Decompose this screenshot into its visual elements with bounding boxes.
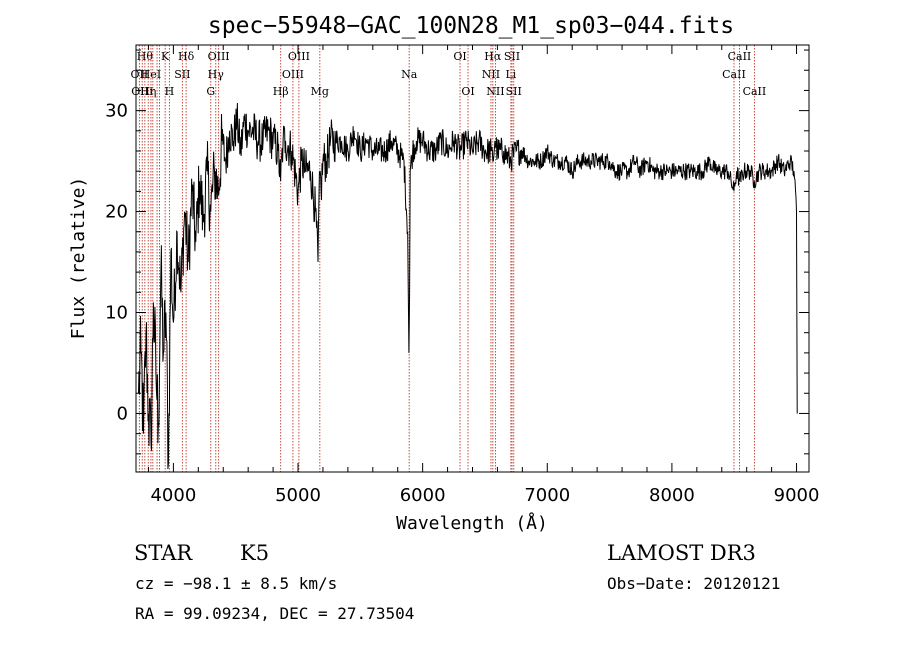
spectral-line-label: OIII: [288, 50, 310, 63]
spectral-line-label: OIII: [282, 68, 304, 81]
y-axis-label: Flux (relative): [68, 177, 89, 340]
axis-ticks: 4000 5000 6000 7000 8000 9000 0 10 20 30: [105, 45, 819, 506]
spectral-line-label: OIII: [208, 50, 230, 63]
y-tick-label: 0: [117, 403, 128, 424]
spectral-line-label: Hβ: [273, 85, 289, 98]
object-subclass: K5: [240, 541, 269, 565]
x-tick-label: 8000: [649, 485, 695, 506]
spectral-line-label: Li: [505, 68, 516, 81]
spectral-line-label: SII: [174, 68, 190, 81]
x-tick-label: 9000: [774, 485, 820, 506]
x-tick-label: 6000: [400, 485, 446, 506]
spectral-line-label: SII: [504, 50, 520, 63]
redshift-cz: cz = −98.1 ± 8.5 km/s: [135, 574, 337, 593]
y-tick-label: 10: [105, 303, 128, 324]
spectral-line-label: Hθ: [137, 50, 154, 63]
spectral-line-label: Hα: [484, 50, 502, 63]
spectral-line-label: NII: [486, 85, 504, 98]
spectral-line-label: OII: [131, 68, 149, 81]
spectral-line-label: HeI: [141, 68, 161, 81]
survey-name: LAMOST DR3: [607, 541, 756, 565]
spectrum-series-line: [138, 102, 798, 470]
spectral-line-label: G: [206, 85, 215, 98]
spectral-line-label: OI: [453, 50, 466, 63]
spectral-line-label: Hδ: [178, 50, 195, 63]
object-class: STAR: [134, 541, 193, 565]
y-tick-label: 30: [105, 101, 128, 122]
spectral-line-label: H: [165, 85, 175, 98]
spectral-line-label: Mg: [311, 85, 329, 98]
chart-title: spec−55948−GAC_100N28_M1_sp03−044.fits: [208, 13, 734, 39]
spectral-line-label: OIII: [131, 85, 153, 98]
spectral-line-label: Na: [401, 68, 418, 81]
y-tick-label: 20: [105, 202, 128, 223]
spectral-line-label: OI: [461, 85, 474, 98]
x-tick-label: 7000: [524, 485, 570, 506]
spectral-line-label: SII: [506, 85, 522, 98]
spectral-line-label: Hη: [140, 85, 156, 98]
x-tick-label: 5000: [275, 485, 321, 506]
spectral-line-label: Hγ: [208, 68, 225, 81]
spectral-line-label: NII: [482, 68, 500, 81]
x-tick-label: 4000: [150, 485, 196, 506]
spectral-line-label: CaII: [728, 50, 752, 63]
x-axis-label: Wavelength (Å): [396, 512, 548, 534]
observation-date: Obs−Date: 20120121: [607, 574, 780, 593]
ra-dec-coordinates: RA = 99.09234, DEC = 27.73504: [135, 604, 414, 623]
spectral-line-label: CaII: [743, 85, 767, 98]
spectral-line-label: CaII: [722, 68, 746, 81]
spectral-line-label: K: [161, 50, 170, 63]
